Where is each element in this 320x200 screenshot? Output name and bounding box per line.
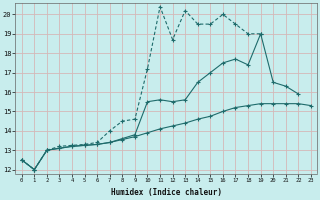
X-axis label: Humidex (Indice chaleur): Humidex (Indice chaleur) bbox=[111, 188, 222, 197]
